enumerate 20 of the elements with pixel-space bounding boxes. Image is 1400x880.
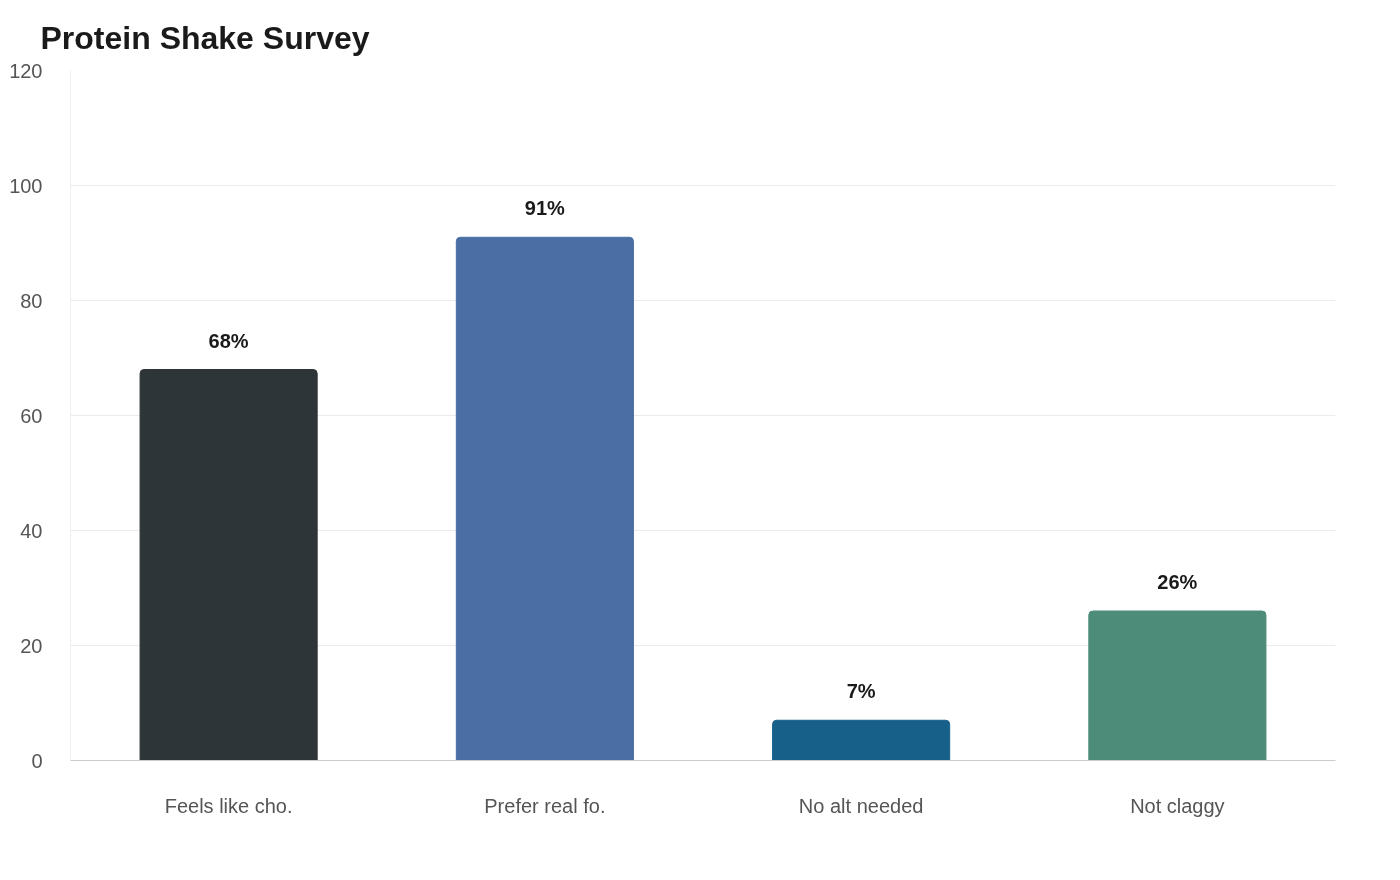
bar xyxy=(139,369,318,761)
y-tick-label: 120 xyxy=(9,59,43,82)
data-label: 26% xyxy=(1157,571,1198,593)
x-tick-label: No alt needed xyxy=(798,794,924,817)
bar xyxy=(772,719,951,761)
x-tick-label: Feels like cho. xyxy=(164,794,293,817)
x-tick-label: Not claggy xyxy=(1130,794,1225,817)
data-label: 7% xyxy=(846,680,876,703)
bar xyxy=(455,236,634,761)
y-tick-label: 80 xyxy=(20,289,43,312)
y-tick-label: 60 xyxy=(20,404,43,427)
data-label: 91% xyxy=(524,197,566,220)
bar xyxy=(1088,610,1267,761)
y-tick-label: 100 xyxy=(9,174,43,197)
data-label: 68% xyxy=(208,329,249,352)
y-tick-label: 40 xyxy=(20,519,43,542)
y-tick-label: 20 xyxy=(20,634,43,657)
x-tick-label: Prefer real fo. xyxy=(484,794,606,817)
y-tick-label: 0 xyxy=(31,749,43,772)
chart-title: Protein Shake Survey xyxy=(40,19,370,56)
